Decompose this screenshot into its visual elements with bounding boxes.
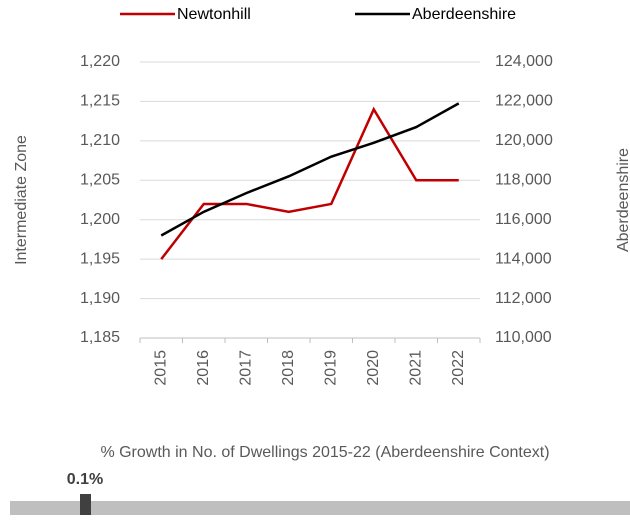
y-tick-label: 1,190 [80,290,120,307]
x-tick-label: 2015 [152,350,169,386]
y2-tick-label: 122,000 [495,93,553,110]
indicator-track [10,501,630,515]
x-tick-label: 2018 [280,350,297,386]
series-line [160,102,460,237]
y-tick-label: 1,185 [80,329,120,346]
x-tick-label: 2022 [450,350,467,386]
y2-tick-label: 114,000 [495,250,552,267]
x-tick-label: 2017 [237,350,254,386]
y2-tick-label: 112,000 [495,290,552,307]
y2-axis-title: Aberdeenshire [615,148,630,252]
y-axis-title: Intermediate Zone [13,135,30,265]
indicator-title: % Growth in No. of Dwellings 2015-22 (Ab… [100,444,549,461]
y2-tick-label: 120,000 [495,132,553,149]
series-line [160,106,459,260]
x-tick-label: 2019 [322,350,339,386]
y2-tick-label: 110,000 [495,329,552,346]
y-tick-label: 1,215 [80,93,120,110]
indicator-marker [80,494,91,515]
y-tick-label: 1,220 [80,53,120,70]
indicator-label: 0.1% [67,471,103,488]
legend-label: Aberdeenshire [412,6,516,23]
x-tick-label: 2020 [365,350,382,386]
x-tick-label: 2021 [407,350,424,386]
y2-tick-label: 124,000 [495,53,553,70]
y2-tick-label: 116,000 [495,211,552,228]
y2-tick-label: 118,000 [495,172,552,189]
y-tick-label: 1,200 [80,211,120,228]
y-tick-label: 1,205 [80,172,120,189]
y-tick-label: 1,210 [80,132,120,149]
x-tick-label: 2016 [195,350,212,386]
legend-label: Newtonhill [177,6,251,23]
y-tick-label: 1,195 [80,250,120,267]
